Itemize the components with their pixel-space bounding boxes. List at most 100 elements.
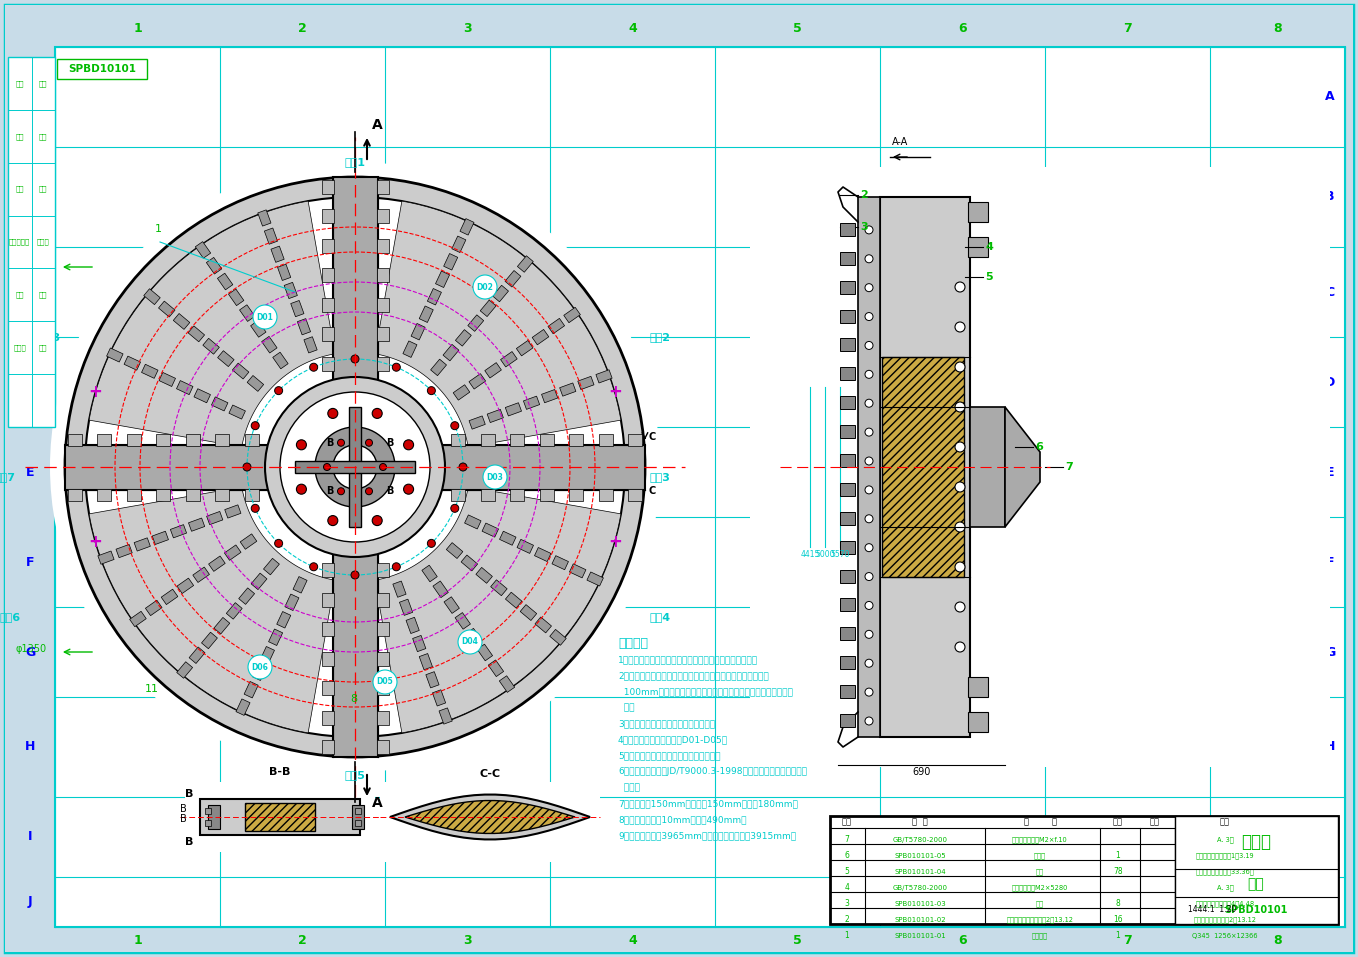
Text: 2: 2 xyxy=(299,23,307,35)
Text: SPB010101-02: SPB010101-02 xyxy=(894,917,945,923)
Text: 刀架3: 刀架3 xyxy=(649,472,671,482)
Bar xyxy=(208,805,220,829)
FancyBboxPatch shape xyxy=(490,580,507,595)
Circle shape xyxy=(865,515,873,523)
Text: D05: D05 xyxy=(376,678,394,686)
Text: SPB010101-04: SPB010101-04 xyxy=(894,869,945,875)
Circle shape xyxy=(865,255,873,263)
Bar xyxy=(481,434,494,446)
FancyBboxPatch shape xyxy=(272,246,284,262)
Bar xyxy=(68,488,81,501)
Bar xyxy=(349,407,361,527)
Text: B: B xyxy=(386,486,394,497)
Bar xyxy=(200,799,360,835)
FancyBboxPatch shape xyxy=(444,254,458,270)
Circle shape xyxy=(865,659,873,667)
Circle shape xyxy=(251,504,259,512)
Bar xyxy=(841,223,856,235)
Circle shape xyxy=(865,399,873,408)
Text: 刀架7: 刀架7 xyxy=(0,472,15,482)
Bar xyxy=(841,541,856,554)
FancyBboxPatch shape xyxy=(297,319,311,335)
FancyBboxPatch shape xyxy=(189,647,205,663)
FancyBboxPatch shape xyxy=(215,617,230,634)
FancyBboxPatch shape xyxy=(262,337,277,353)
Bar xyxy=(376,740,388,754)
Text: 6: 6 xyxy=(959,933,967,946)
FancyBboxPatch shape xyxy=(505,271,521,287)
Circle shape xyxy=(428,387,436,394)
Bar xyxy=(322,239,334,253)
FancyBboxPatch shape xyxy=(244,681,258,698)
Circle shape xyxy=(365,439,372,446)
Circle shape xyxy=(865,457,873,465)
Bar xyxy=(376,415,388,430)
Bar xyxy=(57,59,147,79)
Bar xyxy=(627,434,642,446)
FancyBboxPatch shape xyxy=(152,531,168,545)
Circle shape xyxy=(458,630,482,654)
Text: 1: 1 xyxy=(1116,852,1120,860)
FancyBboxPatch shape xyxy=(482,523,498,537)
Circle shape xyxy=(955,602,966,612)
Text: φ1350: φ1350 xyxy=(15,644,46,654)
Circle shape xyxy=(333,445,378,489)
Bar xyxy=(322,740,334,754)
Circle shape xyxy=(459,463,467,471)
FancyBboxPatch shape xyxy=(202,339,220,354)
Circle shape xyxy=(955,322,966,332)
Bar xyxy=(376,622,388,636)
FancyBboxPatch shape xyxy=(284,282,297,299)
FancyBboxPatch shape xyxy=(239,588,254,605)
FancyBboxPatch shape xyxy=(488,410,504,423)
Circle shape xyxy=(865,283,873,292)
Text: 8: 8 xyxy=(1274,23,1282,35)
Text: A: A xyxy=(372,118,383,132)
Circle shape xyxy=(327,516,338,525)
Text: +: + xyxy=(88,533,102,551)
FancyBboxPatch shape xyxy=(265,228,277,244)
Circle shape xyxy=(350,571,359,579)
Bar xyxy=(376,387,388,400)
Circle shape xyxy=(483,465,507,489)
FancyBboxPatch shape xyxy=(261,647,274,663)
Text: 2: 2 xyxy=(845,916,849,924)
FancyBboxPatch shape xyxy=(224,505,240,518)
Text: 技术要求: 技术要求 xyxy=(618,637,648,650)
Text: 副刀: 副刀 xyxy=(1036,901,1044,907)
Bar xyxy=(841,252,856,265)
Text: 4、刀盘表面开有楔水口：D01-D05。: 4、刀盘表面开有楔水口：D01-D05。 xyxy=(618,735,728,744)
Bar xyxy=(392,488,406,501)
Bar xyxy=(322,387,334,400)
Text: 名        称: 名 称 xyxy=(1024,817,1057,827)
Bar xyxy=(376,710,388,724)
Text: SPB010101-03: SPB010101-03 xyxy=(894,901,947,907)
Circle shape xyxy=(338,488,345,495)
Text: B: B xyxy=(185,789,193,799)
Bar xyxy=(216,488,230,501)
Text: 78: 78 xyxy=(1114,867,1123,877)
Text: 硬质合金刀（刀架数33.36）: 硬质合金刀（刀架数33.36） xyxy=(1195,869,1255,876)
Text: A: A xyxy=(1325,91,1335,103)
Text: 刀架2: 刀架2 xyxy=(649,332,671,342)
Text: J: J xyxy=(1328,896,1332,908)
FancyBboxPatch shape xyxy=(436,271,449,287)
FancyBboxPatch shape xyxy=(467,315,483,331)
Polygon shape xyxy=(90,487,335,733)
Circle shape xyxy=(323,463,330,471)
Bar xyxy=(322,180,334,194)
Text: 工艺: 工艺 xyxy=(39,186,48,192)
Text: I: I xyxy=(27,831,33,843)
Text: 1: 1 xyxy=(1116,931,1120,941)
FancyBboxPatch shape xyxy=(433,581,448,597)
Text: 1: 1 xyxy=(155,224,162,234)
FancyBboxPatch shape xyxy=(134,538,151,551)
Bar xyxy=(1302,5,1353,952)
Circle shape xyxy=(865,601,873,610)
Bar xyxy=(322,504,334,518)
FancyBboxPatch shape xyxy=(293,576,307,593)
Text: 中心刀调整螺栓M2×f.10: 中心刀调整螺栓M2×f.10 xyxy=(1012,836,1067,843)
Circle shape xyxy=(253,305,277,329)
FancyBboxPatch shape xyxy=(551,556,569,569)
Bar xyxy=(322,327,334,342)
